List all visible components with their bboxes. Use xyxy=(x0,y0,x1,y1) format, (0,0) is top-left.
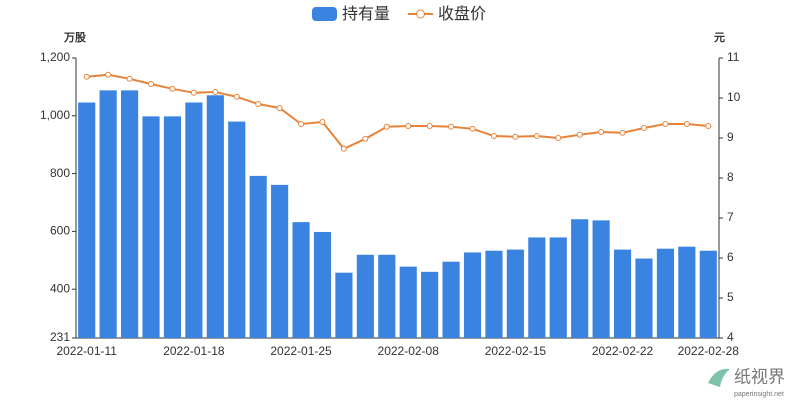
y2-tick-label: 8 xyxy=(727,170,734,184)
price-point xyxy=(340,145,347,152)
watermark-url: paperinsight.net xyxy=(734,391,784,398)
bar xyxy=(613,249,632,338)
bar xyxy=(592,220,610,338)
y-tick-label: 800 xyxy=(50,166,70,180)
y2-tick-label: 7 xyxy=(727,210,734,224)
bar xyxy=(656,248,674,338)
price-point xyxy=(83,73,90,80)
y2-axis-title: 元 xyxy=(714,31,725,44)
bar xyxy=(549,237,567,338)
bar xyxy=(678,246,696,338)
bar xyxy=(271,184,289,338)
bar xyxy=(292,222,310,338)
price-point xyxy=(319,119,326,125)
price-point xyxy=(640,125,647,131)
y-tick-label: 1,000 xyxy=(40,108,70,122)
x-tick-label: 2022-01-18 xyxy=(163,344,225,358)
price-line xyxy=(86,73,709,151)
y-tick-label: 600 xyxy=(50,224,70,238)
price-point xyxy=(255,101,262,107)
bar xyxy=(421,271,439,338)
watermark-logo xyxy=(708,368,730,387)
price-point xyxy=(105,71,112,78)
x-tick-label: 2022-02-08 xyxy=(378,344,440,358)
price-point xyxy=(426,123,433,129)
y-tick-label: 400 xyxy=(50,281,70,295)
price-point xyxy=(662,121,669,127)
price-point xyxy=(276,105,283,111)
bar xyxy=(99,90,117,339)
price-point xyxy=(448,123,455,130)
price-point xyxy=(169,85,176,92)
price-point xyxy=(383,123,390,130)
y2-tick-label: 4 xyxy=(727,330,734,344)
price-point xyxy=(555,135,562,141)
bar xyxy=(313,231,332,338)
x-tick-label: 2022-01-11 xyxy=(56,344,117,358)
bar xyxy=(78,102,96,338)
bar xyxy=(442,261,460,338)
price-point xyxy=(683,121,690,127)
price-point xyxy=(148,81,155,87)
bar xyxy=(506,249,524,338)
bar xyxy=(163,116,182,339)
bar xyxy=(528,237,546,338)
price-point xyxy=(190,89,197,96)
bar xyxy=(699,250,717,338)
price-point xyxy=(598,129,605,135)
price-point xyxy=(576,131,583,138)
bar xyxy=(356,254,374,338)
bar xyxy=(142,116,160,339)
y-tick-label: 231 xyxy=(50,330,70,344)
y2-tick-label: 5 xyxy=(727,290,734,304)
legend-label: 收盘价 xyxy=(438,4,486,23)
price-point xyxy=(126,75,133,82)
y-tick-label: 1,200 xyxy=(40,50,70,64)
bar xyxy=(228,121,246,338)
price-point xyxy=(405,123,412,129)
x-tick-label: 2022-02-15 xyxy=(485,344,547,358)
bar xyxy=(463,252,482,338)
y2-tick-label: 10 xyxy=(727,90,741,104)
x-tick-label: 2022-02-22 xyxy=(592,344,654,358)
price-point xyxy=(512,133,519,140)
bar xyxy=(378,254,396,338)
price-point xyxy=(533,133,540,139)
bar xyxy=(206,95,224,338)
bar xyxy=(571,219,589,338)
x-tick-label: 2022-02-28 xyxy=(678,344,740,358)
legend-swatch xyxy=(312,7,337,21)
price-point xyxy=(362,135,369,142)
legend-swatch xyxy=(416,9,425,19)
price-point xyxy=(298,121,305,127)
bar xyxy=(121,90,139,339)
watermark-name: 纸视界 xyxy=(734,367,785,386)
y2-tick-label: 11 xyxy=(727,50,740,64)
y-axis-title: 万股 xyxy=(63,31,87,44)
bar xyxy=(635,258,653,338)
bar xyxy=(399,266,417,338)
x-tick-label: 2022-01-25 xyxy=(270,344,332,358)
legend-label: 持有量 xyxy=(342,5,390,23)
y2-tick-label: 6 xyxy=(727,250,734,264)
bar xyxy=(485,250,503,338)
price-point xyxy=(212,89,219,95)
price-point xyxy=(490,133,497,139)
bar xyxy=(185,102,203,338)
bar xyxy=(335,272,353,338)
bar xyxy=(249,175,267,338)
price-point xyxy=(619,129,626,136)
price-point xyxy=(233,93,240,100)
y2-tick-label: 9 xyxy=(727,130,734,144)
price-point xyxy=(469,125,476,132)
price-point xyxy=(705,123,712,129)
